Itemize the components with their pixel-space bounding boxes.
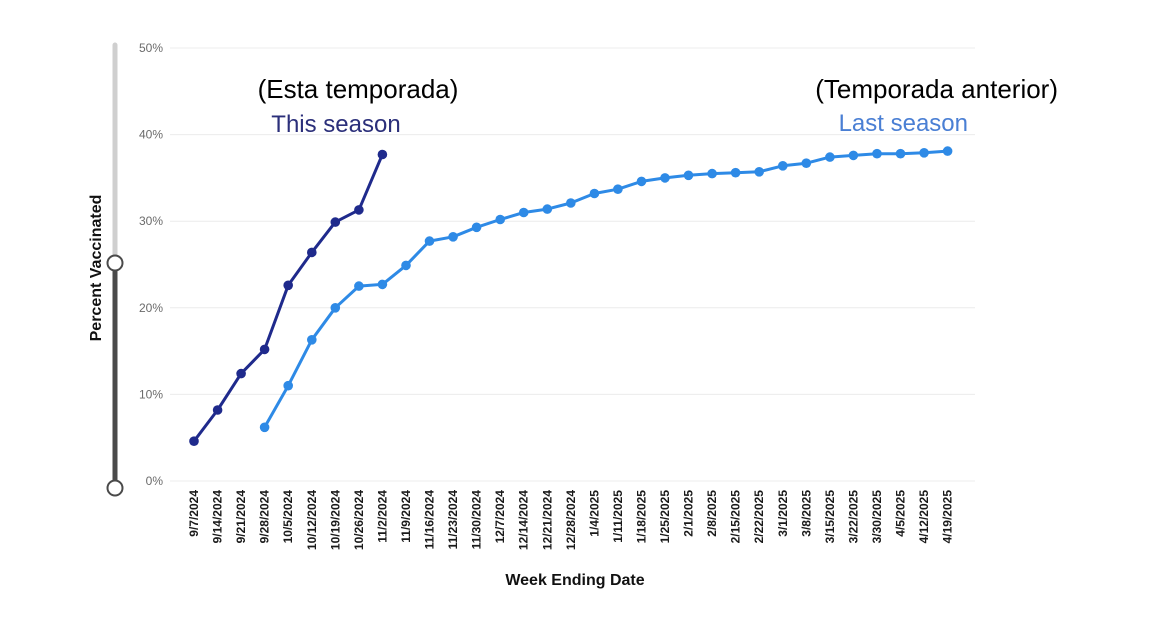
last-season-point (542, 204, 553, 214)
last-season-point (566, 198, 576, 208)
x-tick-label: 12/14/2024 (517, 490, 531, 550)
x-tick-label: 1/11/2025 (611, 490, 625, 543)
last-season-point (448, 232, 458, 242)
last-season-point (919, 148, 929, 158)
x-axis-title: Week Ending Date (505, 572, 644, 589)
x-tick-label: 11/2/2024 (375, 490, 389, 543)
this-season-point (236, 368, 246, 379)
last-season-point (683, 170, 694, 181)
this-season-point (259, 344, 270, 355)
last-season-point (354, 281, 364, 291)
this-season-label: This season (271, 111, 400, 138)
last-season-point (259, 422, 270, 433)
x-tick-label: 9/14/2024 (211, 490, 225, 544)
x-tick-label: 1/18/2025 (634, 490, 648, 544)
x-tick-label: 3/15/2025 (823, 490, 837, 544)
last-season-point (471, 222, 482, 233)
last-season-point (307, 335, 317, 345)
x-axis-ticks: 9/7/2024 9/14/2024 9/21/2024 9/28/2024 10/5/… (187, 490, 955, 550)
gridlines (170, 47, 975, 482)
y-axis-title: Percent Vaccinated (88, 195, 105, 342)
last-season-point (825, 152, 835, 162)
last-season-point (377, 279, 388, 290)
last-season-point (636, 176, 647, 187)
x-tick-label: 2/15/2025 (729, 490, 743, 544)
x-tick-label: 10/26/2024 (352, 490, 366, 550)
x-tick-label: 3/22/2025 (846, 490, 860, 544)
y-tick-label: 40% (139, 128, 163, 142)
x-tick-label: 10/5/2024 (281, 490, 295, 544)
last-season-point (730, 167, 741, 178)
last-season-point (330, 303, 341, 313)
last-season-point (754, 167, 764, 177)
x-tick-label: 1/4/2025 (587, 490, 601, 537)
slider-handle-top[interactable] (106, 254, 124, 272)
x-tick-label: 9/28/2024 (258, 490, 272, 544)
y-tick-label: 0% (146, 474, 164, 488)
x-tick-label: 11/30/2024 (470, 490, 484, 550)
x-tick-label: 3/8/2025 (799, 490, 813, 537)
this-season-point (330, 217, 341, 227)
series-layer (189, 146, 953, 447)
x-tick-label: 3/30/2025 (870, 490, 884, 544)
x-tick-label: 11/23/2024 (446, 490, 460, 550)
y-tick-label: 20% (139, 301, 163, 315)
this-season-point (189, 436, 199, 447)
last-season-point (613, 184, 623, 194)
y-tick-label: 50% (139, 41, 163, 55)
y-tick-label: 30% (139, 214, 163, 228)
x-tick-label: 3/1/2025 (776, 490, 790, 537)
this-season-point (212, 405, 223, 415)
last-season-point (707, 168, 717, 179)
last-season-point (801, 158, 812, 168)
y-range-slider[interactable] (106, 42, 124, 497)
this-season-point (354, 205, 364, 215)
this-season-line (192, 153, 384, 443)
last-season-point (660, 173, 670, 183)
x-tick-label: 4/19/2025 (941, 490, 955, 544)
x-tick-label: 11/16/2024 (423, 490, 437, 550)
x-tick-label: 12/21/2024 (540, 490, 554, 550)
last-season-point (872, 148, 882, 159)
x-tick-label: 9/21/2024 (234, 490, 248, 544)
x-tick-label: 1/25/2025 (658, 490, 672, 544)
this-season-point (377, 149, 388, 160)
last-season-spanish-label: (Temporada anterior) (815, 74, 1058, 104)
this-season-spanish-label: (Esta temporada) (258, 74, 459, 104)
last-season-point (895, 148, 906, 159)
last-season-point (495, 214, 506, 225)
last-season-point (589, 188, 600, 199)
last-season-point (283, 380, 294, 391)
last-season-point (778, 161, 788, 171)
this-season-point (307, 247, 317, 258)
y-axis-ticks: 0% 10% 20% 30% 40% 50% (139, 41, 163, 488)
x-tick-label: 9/7/2024 (187, 490, 201, 537)
last-season-point (848, 150, 859, 161)
x-tick-label: 12/28/2024 (564, 490, 578, 550)
last-season-point (518, 207, 529, 218)
slider-handle-bottom[interactable] (106, 479, 124, 497)
x-tick-label: 12/7/2024 (493, 490, 507, 544)
x-tick-label: 2/22/2025 (752, 490, 766, 544)
x-tick-label: 10/19/2024 (328, 490, 342, 550)
last-season-point (401, 260, 411, 271)
x-tick-label: 4/12/2025 (917, 490, 931, 544)
last-season-point (942, 146, 953, 156)
x-tick-label: 2/8/2025 (705, 490, 719, 537)
x-tick-label: 4/5/2025 (894, 490, 908, 537)
x-tick-label: 10/12/2024 (305, 490, 319, 550)
last-season-point (424, 236, 435, 246)
last-season-label: Last season (839, 110, 968, 137)
y-tick-label: 10% (139, 387, 163, 401)
this-season-point (283, 280, 294, 291)
x-tick-label: 2/1/2025 (682, 490, 696, 537)
x-tick-label: 11/9/2024 (399, 490, 413, 543)
